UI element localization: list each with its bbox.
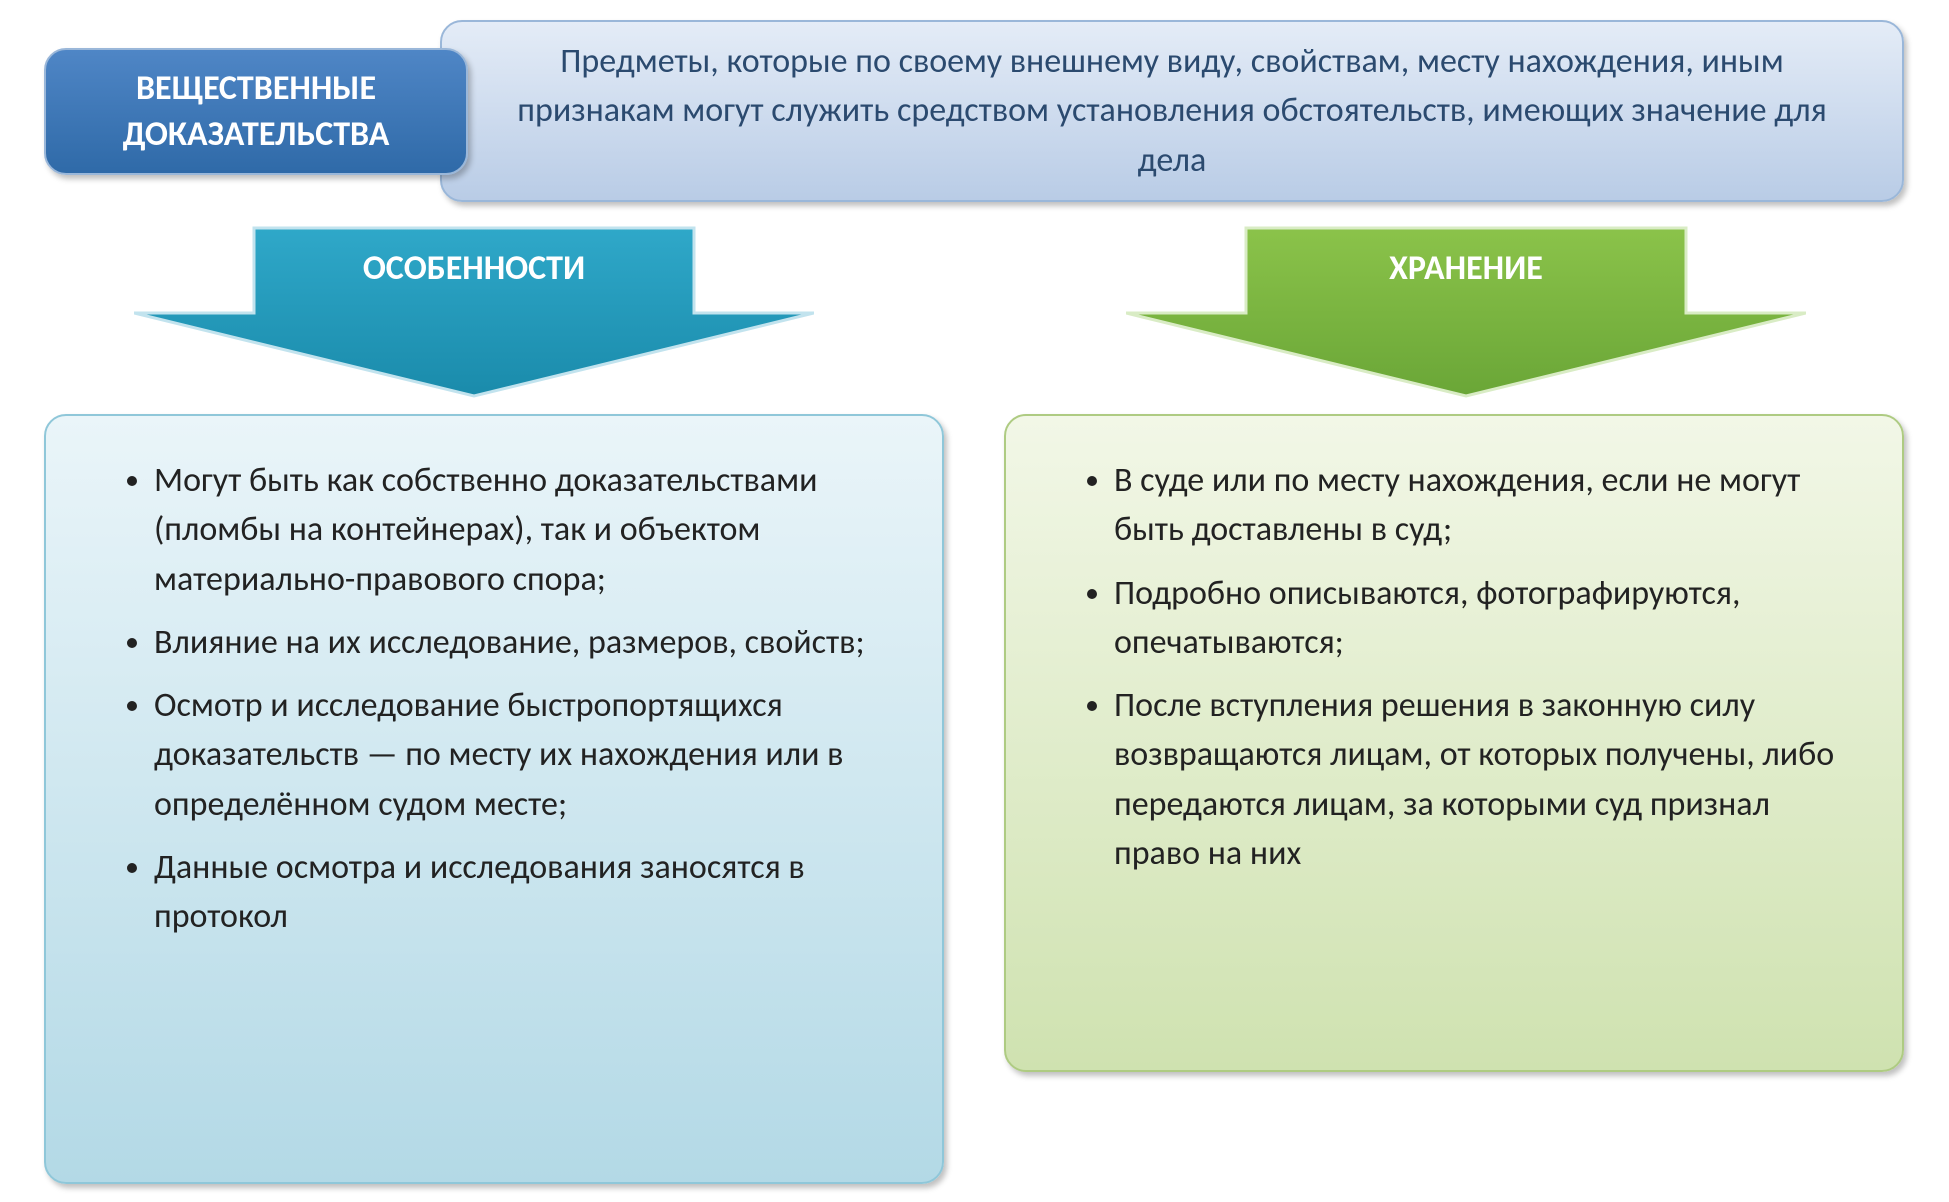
features-list: Могут быть как собственно доказательства… [110,456,894,942]
header-row: Предметы, которые по своему внешнему вид… [44,20,1904,202]
list-item: Данные осмотра и исследования заносятся … [154,843,894,942]
list-item: Подробно описываются, фотографируются, о… [1114,569,1854,668]
definition-box: Предметы, которые по своему внешнему вид… [440,20,1904,202]
list-item: В суде или по месту нахождения, если не … [1114,456,1854,555]
title-box: ВЕЩЕСТВЕННЫЕ ДОКАЗАТЕЛЬСТВА [44,48,468,175]
storage-list: В суде или по месту нахождения, если не … [1070,456,1854,878]
arrow-features-shape [134,218,814,398]
arrow-features: ОСОБЕННОСТИ [134,218,814,398]
storage-box: В суде или по месту нахождения, если не … [1004,414,1904,1072]
arrow-storage-shape [1126,218,1806,398]
list-item: После вступления решения в законную силу… [1114,681,1854,878]
features-box: Могут быть как собственно доказательства… [44,414,944,1184]
arrow-storage: ХРАНЕНИЕ [1126,218,1806,398]
list-item: Осмотр и исследование быстропортящихся д… [154,681,894,829]
list-item: Влияние на их исследование, размеров, св… [154,618,894,667]
arrow-storage-label: ХРАНЕНИЕ [1126,248,1806,289]
list-item: Могут быть как собственно доказательства… [154,456,894,604]
arrow-features-label: ОСОБЕННОСТИ [134,248,814,289]
